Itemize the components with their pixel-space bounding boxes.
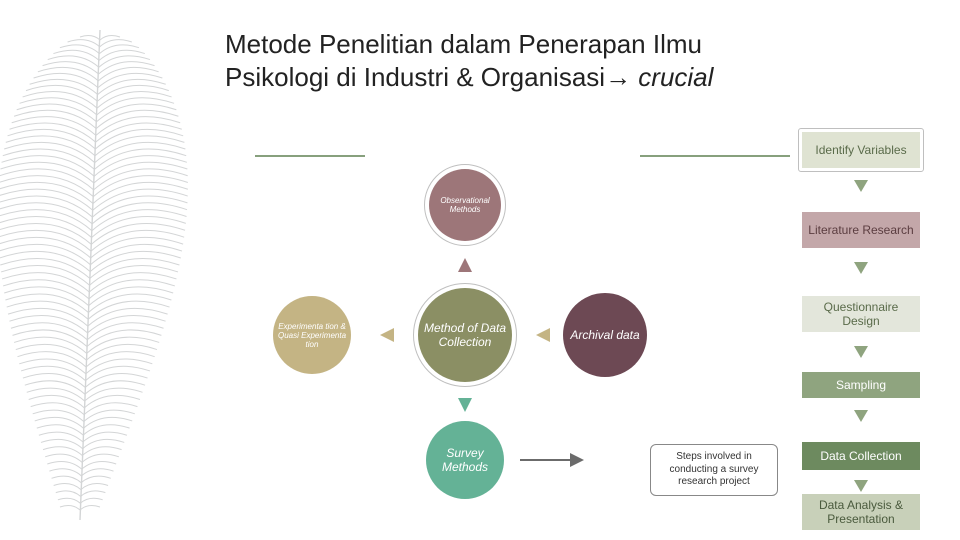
title-line1: Metode Penelitian dalam Penerapan Ilmu: [225, 29, 702, 59]
sidebar-step: Questionnaire Design: [802, 296, 920, 332]
sidebar-step-label: Data Analysis & Presentation: [808, 498, 914, 527]
arrow-down-icon: [854, 480, 868, 492]
title-line2a: Psikologi di Industri & Organisasi: [225, 62, 605, 92]
accent-line-left: [255, 155, 365, 157]
sidebar-step-label: Questionnaire Design: [808, 300, 914, 329]
arrow-down-icon: [854, 180, 868, 192]
sidebar-step: Literature Research: [802, 212, 920, 248]
accent-line-right: [640, 155, 790, 157]
page-title: Metode Penelitian dalam Penerapan Ilmu P…: [225, 28, 713, 93]
circle-label: Method of Data Collection: [418, 321, 512, 349]
steps-box-text: Steps involved in conducting a survey re…: [670, 451, 759, 487]
sidebar-step: Identify Variables: [802, 132, 920, 168]
title-line2b: crucial: [631, 62, 713, 92]
circle-label: Experimenta tion & Quasi Experimenta tio…: [273, 322, 351, 349]
sidebar-step: Data Collection: [802, 442, 920, 470]
title-arrow-glyph: →: [605, 62, 631, 92]
circle-experimentation: Experimenta tion & Quasi Experimenta tio…: [273, 296, 351, 374]
sidebar-step-label: Sampling: [836, 378, 886, 392]
arrow-left-icon: [380, 328, 394, 342]
steps-involved-box: Steps involved in conducting a survey re…: [650, 444, 778, 496]
circle-archival-data: Archival data: [563, 293, 647, 377]
circle-label: Observational Methods: [429, 196, 501, 214]
arrow-down-icon: [458, 398, 472, 412]
circle-label: Survey Methods: [426, 446, 504, 474]
arrow-right-icon: [570, 453, 584, 467]
sidebar-step-label: Data Collection: [820, 449, 901, 463]
circle-method-of-data-collection: Method of Data Collection: [418, 288, 512, 382]
circle-label: Archival data: [570, 328, 639, 342]
arrow-up-icon: [458, 258, 472, 272]
sidebar-step-label: Identify Variables: [815, 143, 906, 157]
feather-decoration: [0, 10, 230, 530]
sidebar-step: Data Analysis & Presentation: [802, 494, 920, 530]
arrow-down-icon: [854, 346, 868, 358]
arrow-down-icon: [854, 262, 868, 274]
circle-survey-methods: Survey Methods: [426, 421, 504, 499]
arrow-line: [520, 459, 572, 461]
arrow-left-icon: [536, 328, 550, 342]
sidebar-step-label: Literature Research: [808, 223, 913, 237]
sidebar-step: Sampling: [802, 372, 920, 398]
arrow-down-icon: [854, 410, 868, 422]
circle-observational-methods: Observational Methods: [429, 169, 501, 241]
